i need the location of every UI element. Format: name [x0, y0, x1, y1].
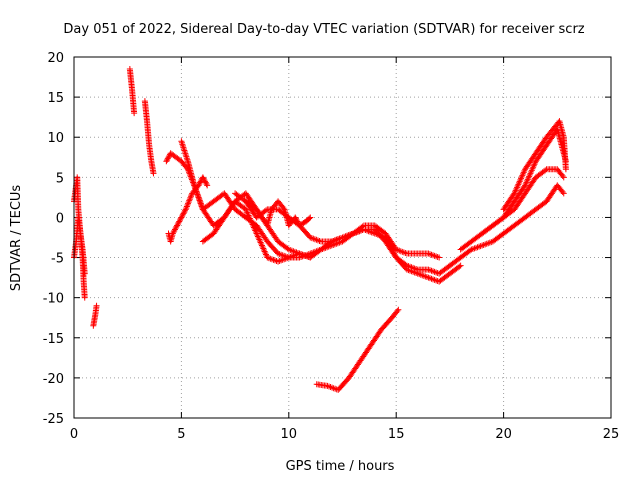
axis-ticks: 0 5 10 15 20 25 -25 -20 -15 -10 -5 0 5 10 15 20 — [43, 51, 620, 442]
data-point — [179, 213, 186, 220]
data-point — [292, 214, 299, 221]
data-point — [93, 302, 100, 309]
data-point — [131, 110, 138, 117]
data-point — [183, 203, 190, 210]
data-point — [560, 190, 567, 197]
data-point — [306, 215, 313, 222]
data-point — [292, 215, 299, 222]
data-point — [294, 218, 301, 225]
data-point — [196, 181, 203, 188]
data-point — [183, 204, 190, 211]
data-point — [199, 174, 206, 181]
x-tick-label: 10 — [281, 427, 298, 442]
x-tick-label: 5 — [177, 427, 185, 442]
y-tick-label: 0 — [56, 211, 64, 226]
data-point — [560, 174, 567, 181]
data-point — [176, 217, 183, 224]
series-arc-c — [90, 302, 100, 329]
data-point — [177, 215, 184, 222]
plot-area — [71, 66, 569, 393]
series-arc-d — [126, 66, 138, 117]
data-point — [187, 194, 194, 201]
data-point — [170, 229, 177, 236]
data-point — [164, 155, 171, 162]
data-point — [81, 270, 88, 277]
data-point — [169, 230, 176, 237]
data-point — [204, 182, 211, 189]
data-point — [182, 206, 189, 213]
data-point — [307, 214, 314, 221]
data-point — [178, 214, 185, 221]
data-point — [175, 219, 182, 226]
data-point — [180, 210, 187, 217]
y-tick-label: 5 — [56, 171, 64, 186]
data-point — [202, 178, 209, 185]
x-tick-label: 15 — [388, 427, 405, 442]
series-arc-p — [500, 118, 569, 213]
data-point — [174, 221, 181, 228]
y-tick-label: -5 — [51, 252, 64, 267]
x-axis-label: GPS time / hours — [286, 459, 395, 474]
data-point — [186, 197, 193, 204]
grid — [74, 57, 611, 418]
data-point — [165, 154, 172, 161]
data-point — [185, 200, 192, 207]
y-tick-label: -25 — [43, 412, 64, 427]
data-point — [436, 254, 443, 261]
series-arc-b — [71, 214, 88, 277]
x-tick-label: 25 — [603, 427, 620, 442]
series-arc-k — [242, 198, 314, 229]
data-point — [172, 225, 179, 232]
data-point — [81, 294, 88, 301]
data-point — [542, 167, 549, 174]
data-point — [202, 179, 209, 186]
data-point — [200, 175, 207, 182]
plot-frame — [73, 56, 612, 419]
data-point — [164, 156, 171, 163]
data-point — [163, 158, 170, 165]
series-arc-e — [141, 98, 157, 177]
y-tick-label: 20 — [47, 51, 64, 66]
data-point — [203, 181, 210, 188]
data-point — [185, 199, 192, 206]
data-point — [201, 177, 208, 184]
data-point — [395, 306, 402, 313]
y-tick-label: 10 — [47, 131, 64, 146]
data-point — [187, 193, 194, 200]
y-tick-label: -10 — [43, 292, 64, 307]
data-point — [176, 218, 183, 225]
data-point — [559, 172, 566, 179]
data-point — [562, 166, 569, 173]
y-tick-label: -15 — [43, 332, 64, 347]
chart-title: Day 051 of 2022, Sidereal Day-to-day VTE… — [63, 22, 584, 37]
data-point — [173, 223, 180, 230]
data-point — [456, 263, 463, 270]
data-point — [171, 227, 178, 234]
data-point — [394, 308, 401, 315]
data-point — [181, 209, 188, 216]
data-point — [197, 179, 204, 186]
y-tick-label: -20 — [43, 372, 64, 387]
x-tick-label: 0 — [70, 427, 78, 442]
data-point — [171, 226, 178, 233]
data-point — [181, 207, 188, 214]
data-point — [150, 170, 157, 177]
series-arc-m — [446, 182, 567, 269]
data-point — [179, 211, 186, 218]
data-point — [457, 262, 464, 269]
y-tick-label: 15 — [47, 91, 64, 106]
data-point — [293, 217, 300, 224]
data-point — [262, 207, 269, 214]
data-point — [184, 202, 191, 209]
data-point — [174, 222, 181, 229]
x-tick-label: 20 — [495, 427, 512, 442]
series-arc-l — [313, 306, 402, 393]
data-point — [186, 196, 193, 203]
y-axis-label: SDTVAR / TECUs — [9, 185, 24, 292]
series-arc-f — [165, 174, 211, 245]
data-point — [559, 189, 566, 196]
